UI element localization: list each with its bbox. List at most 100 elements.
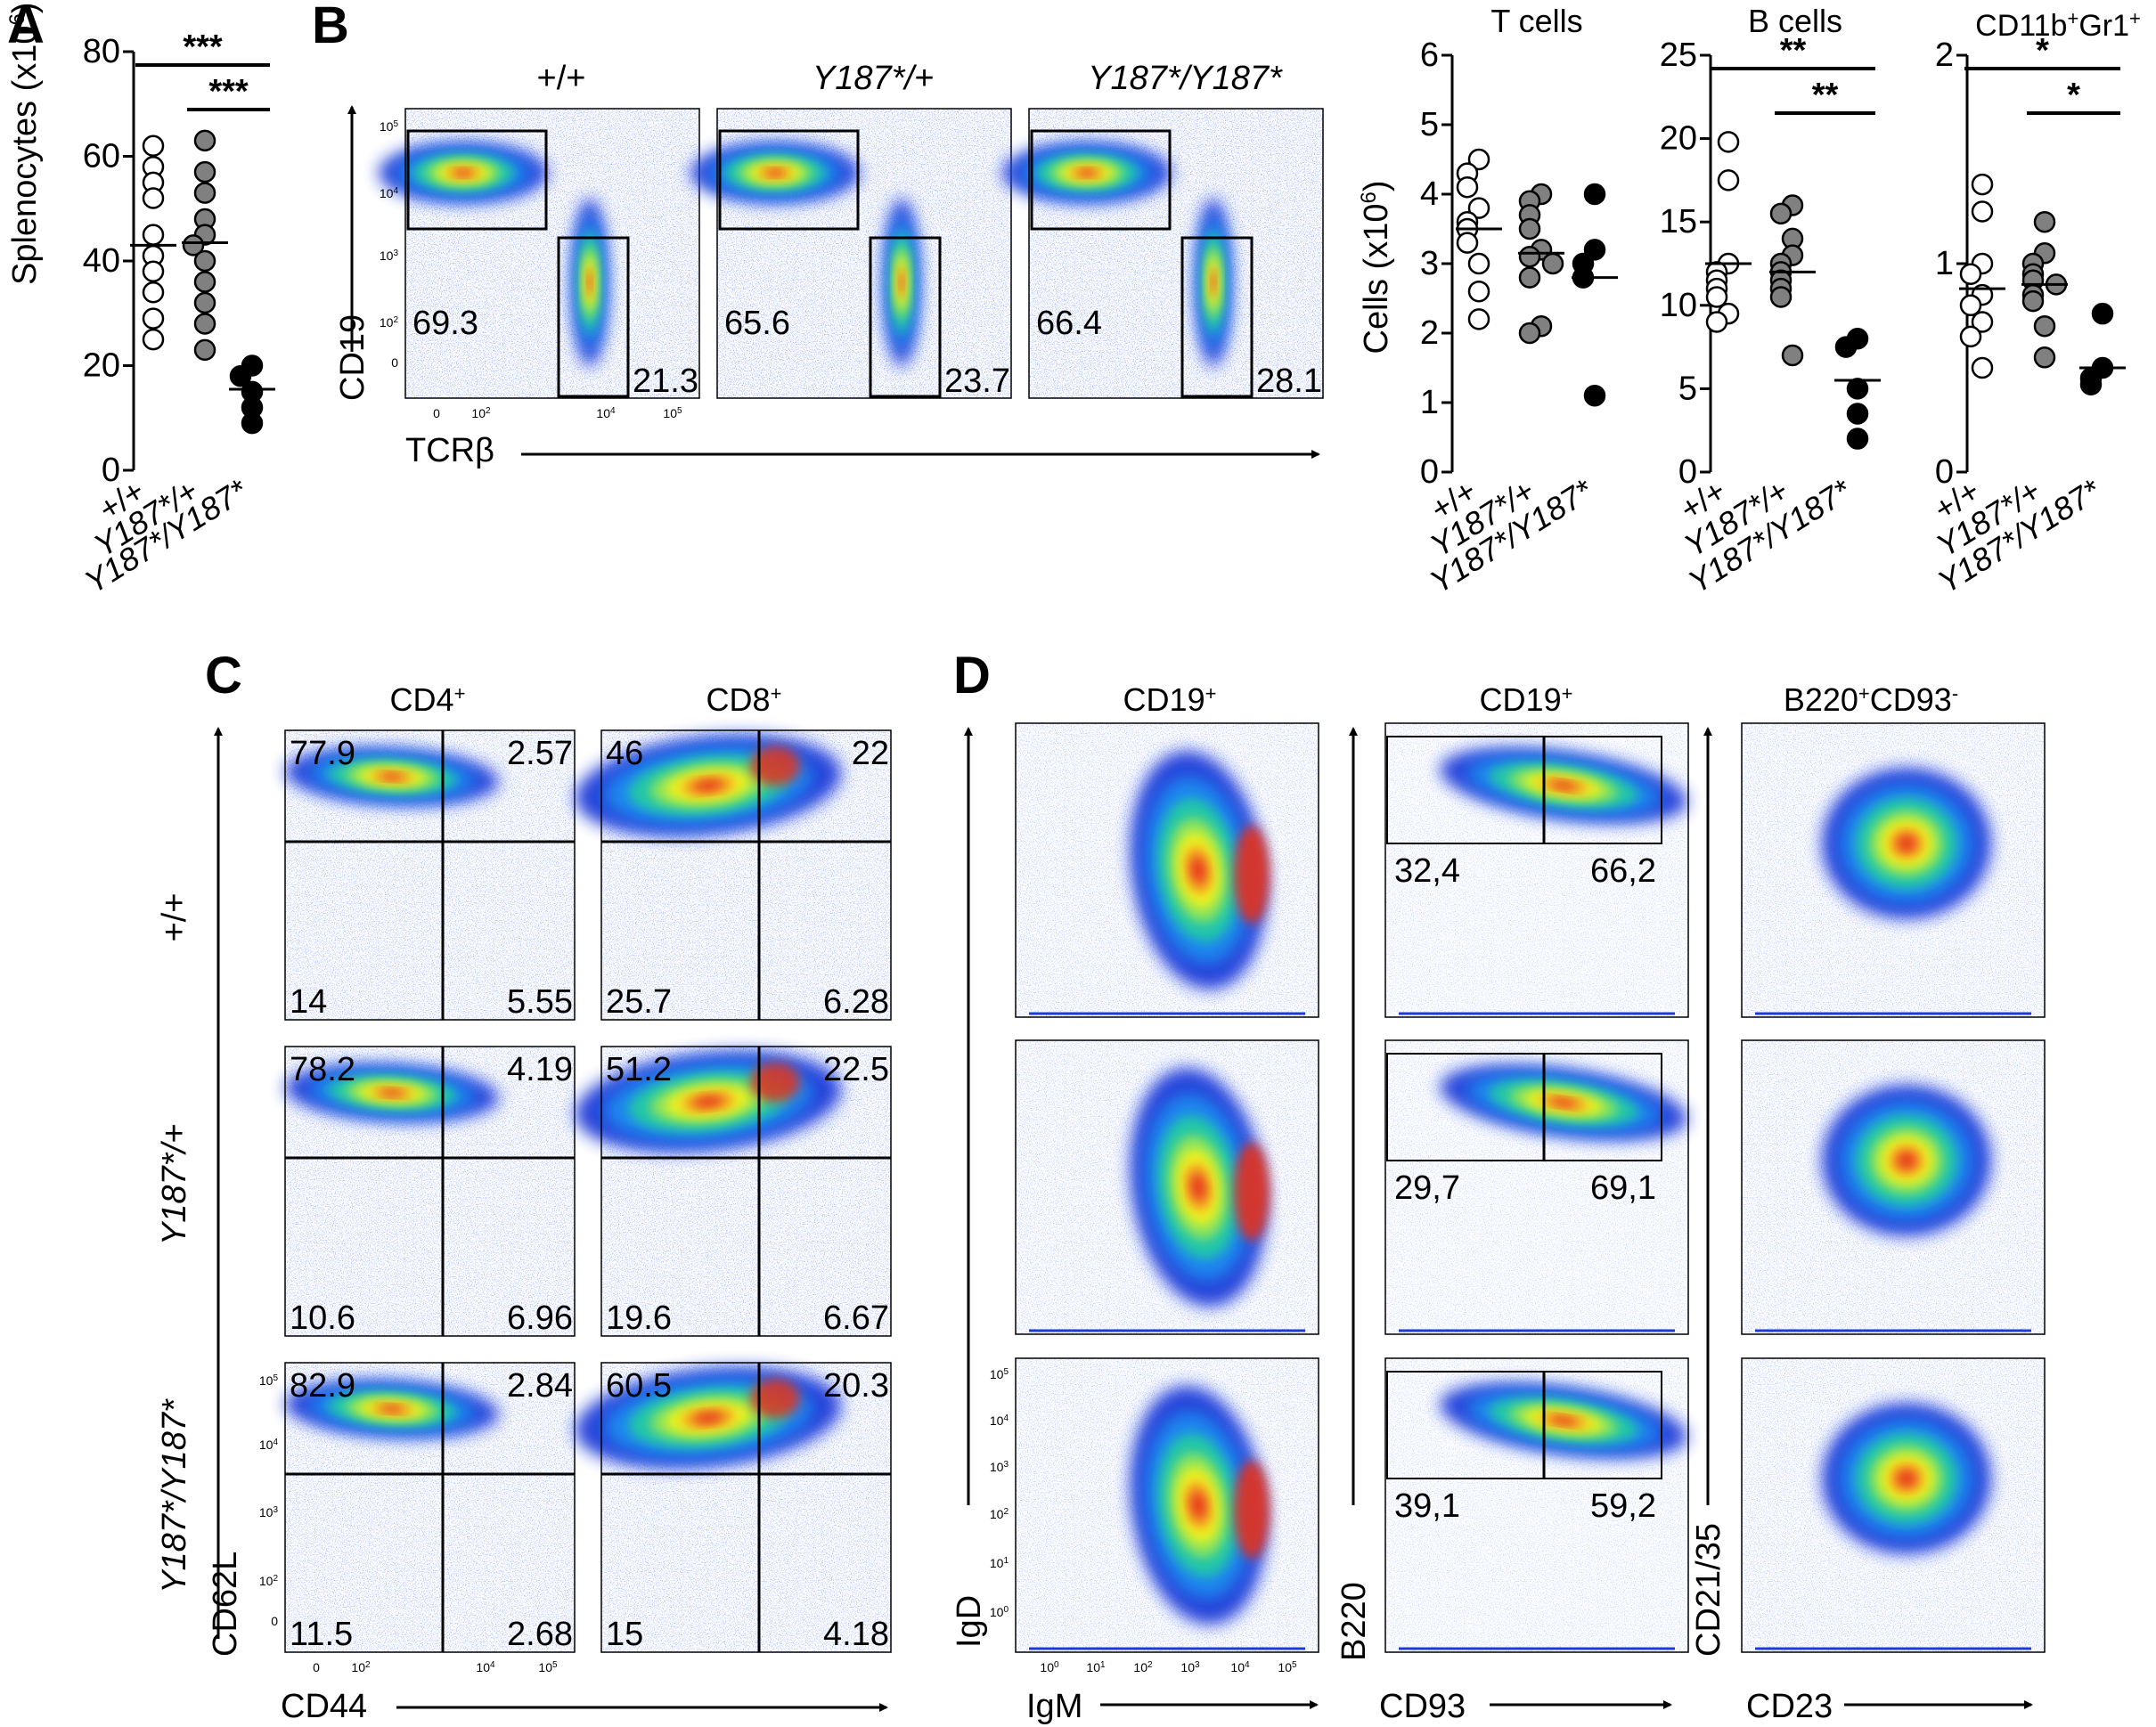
quadrant-lower-left: 11.5 — [290, 1616, 353, 1653]
y-tick-label: 10 — [1660, 287, 1697, 324]
density-contour — [380, 773, 404, 780]
flow-c-row-label-2: Y187*/+ — [156, 1124, 193, 1245]
quadrant-lower-right: 5.55 — [507, 983, 573, 1021]
plot-frame — [284, 1362, 576, 1653]
data-point — [193, 129, 216, 152]
density-contour — [765, 169, 785, 176]
y-tick-label: 0 — [391, 355, 398, 370]
data-point — [1467, 148, 1490, 171]
significance-label: ** — [1812, 77, 1839, 114]
quadrant-lower-right: 6.96 — [507, 1299, 573, 1337]
data-point — [1717, 131, 1740, 153]
myeloid-count-chart: CD11b+Gr1+ 012 **+/+Y187*/+Y187*/Y187* — [1927, 7, 2140, 601]
t-cell-gate — [1180, 236, 1254, 398]
data-point — [193, 313, 216, 335]
data-point — [142, 281, 165, 304]
quadrant-upper-right: 22 — [852, 735, 889, 772]
flow-b-col-title-3: Y187*/Y187* — [1088, 60, 1283, 97]
plot-frame — [1384, 722, 1689, 1018]
chart-b-title: B cells — [1748, 3, 1842, 39]
quadrant-lower-left: 10.6 — [290, 1299, 355, 1337]
quadrant-upper-right: 4.19 — [507, 1051, 573, 1088]
flow-c-col-title-1: CD4+ — [390, 681, 466, 718]
quadrant-lower-right: 6.67 — [823, 1299, 889, 1337]
plot-frame — [1028, 108, 1324, 399]
cd93-pos-percent: 66,2 — [1590, 852, 1656, 890]
data-point — [1583, 183, 1606, 206]
data-point — [1518, 266, 1541, 289]
quadrant-upper-left: 51.2 — [606, 1051, 672, 1088]
x-tick-label: 104 — [1230, 1660, 1250, 1675]
data-point — [1705, 286, 1728, 308]
y-tick-label: 103 — [380, 248, 399, 264]
y-tick-label: 25 — [1660, 37, 1697, 74]
plot-frame — [404, 108, 700, 399]
chart-t-ylabel: Cells (x106) — [1357, 181, 1396, 354]
y-tick-label: 3 — [1420, 245, 1439, 282]
data-point — [1769, 286, 1793, 308]
density-contour — [380, 1089, 404, 1096]
data-point — [193, 291, 216, 314]
y-tick-label: 40 — [83, 242, 120, 280]
cd93-pos-percent: 69,1 — [1590, 1169, 1656, 1207]
flow-c-row-label-3: Y187*/Y187* — [156, 1398, 193, 1593]
y-tick-label: 5 — [1678, 370, 1697, 407]
density-contour — [380, 1405, 404, 1413]
data-point — [1583, 384, 1606, 407]
data-point — [182, 234, 205, 257]
y-tick-label: 15 — [1660, 203, 1697, 240]
flow-d-xlabel-3: CD23 — [1746, 1688, 1833, 1725]
density-contour — [693, 1412, 723, 1424]
plot-frame — [284, 729, 576, 1021]
quadrant-lower-left: 15 — [606, 1616, 643, 1653]
x-tick-label: 105 — [663, 406, 682, 421]
y-tick-label: 105 — [380, 119, 399, 134]
data-point — [2033, 314, 2056, 338]
quadrant-upper-right: 2.84 — [507, 1367, 573, 1405]
density-contour — [1190, 1174, 1206, 1201]
data-point — [1846, 428, 1869, 450]
data-point — [2033, 346, 2056, 369]
b-gate-percent: 66.4 — [1036, 305, 1102, 342]
b-cell-gate — [406, 129, 548, 231]
plot-frame — [1015, 1357, 1319, 1653]
y-tick-label: 2 — [1935, 37, 1954, 74]
flow-d-col-title-2: CD19+ — [1480, 681, 1573, 718]
density-contour — [750, 746, 800, 786]
density-contour — [1549, 1416, 1578, 1425]
b-gate-percent: 69.3 — [412, 305, 478, 342]
data-point — [1467, 308, 1490, 330]
y-tick-label: 104 — [380, 186, 399, 201]
plot-frame — [1015, 1039, 1319, 1335]
b-cell-plot: 29,7 69,1 — [1384, 1039, 1689, 1335]
data-point — [1971, 311, 1994, 333]
panel-b-flow-plots: +/+ Y187*/+ Y187*/Y187* CD19 TCRβ 69.321… — [334, 60, 1324, 469]
quadrant-upper-right: 2.57 — [507, 735, 573, 772]
quadrant-upper-left: 82.9 — [290, 1367, 355, 1405]
b-cell-plot — [1015, 1039, 1319, 1335]
density-contour — [587, 273, 592, 292]
data-point — [142, 224, 165, 246]
b-cell-gate — [1030, 129, 1172, 231]
y-tick-label: 102 — [990, 1507, 1009, 1522]
density-contour — [693, 1096, 723, 1108]
t-cell-gate — [557, 236, 630, 398]
data-point — [1846, 403, 1869, 425]
quadrant-upper-left: 77.9 — [290, 735, 355, 772]
data-point — [1971, 200, 1994, 223]
density-contour — [1897, 1152, 1916, 1169]
t-gate-percent: 21.3 — [633, 363, 698, 400]
density-contour — [1190, 857, 1206, 884]
y-tick-label: 102 — [259, 1574, 279, 1589]
plot-frame — [1741, 1039, 2046, 1335]
data-point — [229, 365, 252, 387]
quadrant-upper-right: 20.3 — [823, 1367, 889, 1405]
quadrant-lower-right: 6.28 — [823, 983, 889, 1021]
panel-label-c: C — [205, 647, 242, 705]
data-point — [1846, 378, 1869, 400]
flow-d-xlabel-1: IgM — [1026, 1688, 1082, 1725]
flow-d-xlabel-2: CD93 — [1379, 1688, 1466, 1725]
plot-frame — [600, 729, 892, 1021]
